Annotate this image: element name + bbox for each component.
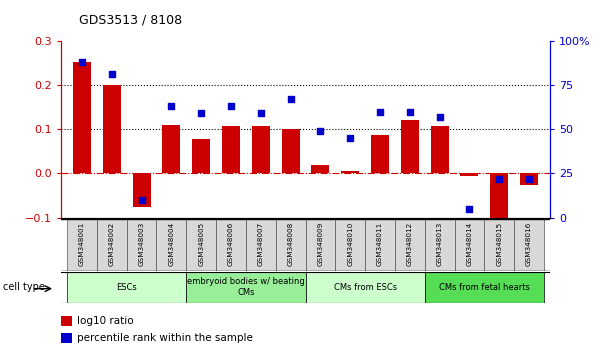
Point <box>196 110 206 116</box>
Bar <box>342 171 359 173</box>
Text: GSM348006: GSM348006 <box>228 222 234 266</box>
Text: GSM348015: GSM348015 <box>496 222 502 266</box>
Bar <box>425 272 544 303</box>
Text: ESCs: ESCs <box>116 282 137 292</box>
Bar <box>365 219 395 271</box>
Bar <box>61 316 72 326</box>
Bar <box>431 126 448 173</box>
Point <box>286 96 296 102</box>
Bar <box>306 272 425 303</box>
Text: GDS3513 / 8108: GDS3513 / 8108 <box>79 13 183 27</box>
Text: GSM348002: GSM348002 <box>109 222 115 266</box>
Point <box>226 103 236 109</box>
Text: GSM348014: GSM348014 <box>466 222 472 266</box>
Bar <box>520 173 538 184</box>
Text: CMs from ESCs: CMs from ESCs <box>334 282 397 292</box>
Text: GSM348001: GSM348001 <box>79 222 85 266</box>
Point <box>256 110 266 116</box>
Text: GSM348012: GSM348012 <box>407 222 413 266</box>
Point <box>137 197 147 203</box>
Text: GSM348013: GSM348013 <box>437 222 442 266</box>
Bar <box>246 219 276 271</box>
Text: GSM348009: GSM348009 <box>317 222 323 266</box>
Text: GSM348008: GSM348008 <box>288 222 294 266</box>
Bar <box>371 135 389 173</box>
Bar <box>455 219 485 271</box>
Text: GSM348010: GSM348010 <box>347 222 353 266</box>
Bar <box>282 129 299 173</box>
Bar <box>401 120 419 173</box>
Bar <box>103 85 121 173</box>
Point <box>464 206 474 212</box>
Bar <box>514 219 544 271</box>
Bar <box>133 173 150 207</box>
Text: percentile rank within the sample: percentile rank within the sample <box>77 333 253 343</box>
Bar <box>312 166 329 173</box>
Bar <box>186 272 306 303</box>
Bar <box>306 219 335 271</box>
Bar <box>335 219 365 271</box>
Bar <box>395 219 425 271</box>
Text: GSM348003: GSM348003 <box>139 222 145 266</box>
Bar <box>67 219 97 271</box>
Point <box>315 128 325 134</box>
Bar <box>163 125 180 173</box>
Point <box>524 176 534 182</box>
Text: GSM348007: GSM348007 <box>258 222 264 266</box>
Bar <box>186 219 216 271</box>
Text: GSM348016: GSM348016 <box>526 222 532 266</box>
Text: CMs from fetal hearts: CMs from fetal hearts <box>439 282 530 292</box>
Bar <box>490 173 508 222</box>
Bar <box>126 219 156 271</box>
Text: GSM348004: GSM348004 <box>169 222 174 266</box>
Point <box>435 114 445 120</box>
Bar <box>156 219 186 271</box>
Point <box>77 59 87 65</box>
Text: embryoid bodies w/ beating
CMs: embryoid bodies w/ beating CMs <box>187 278 305 297</box>
Point <box>166 103 176 109</box>
Bar <box>67 272 186 303</box>
Bar <box>252 126 269 173</box>
Bar <box>61 333 72 343</box>
Point <box>345 135 355 141</box>
Text: cell type: cell type <box>3 282 45 292</box>
Bar <box>97 219 126 271</box>
Point <box>494 176 504 182</box>
Text: log10 ratio: log10 ratio <box>77 316 134 326</box>
Bar <box>461 173 478 176</box>
Bar <box>222 126 240 173</box>
Bar <box>192 139 210 173</box>
Text: GSM348011: GSM348011 <box>377 222 383 266</box>
Bar <box>216 219 246 271</box>
Bar <box>73 62 91 173</box>
Point <box>375 109 385 114</box>
Point <box>107 72 117 77</box>
Bar <box>425 219 455 271</box>
Bar <box>276 219 306 271</box>
Bar <box>485 219 514 271</box>
Text: GSM348005: GSM348005 <box>198 222 204 266</box>
Point <box>405 109 415 114</box>
